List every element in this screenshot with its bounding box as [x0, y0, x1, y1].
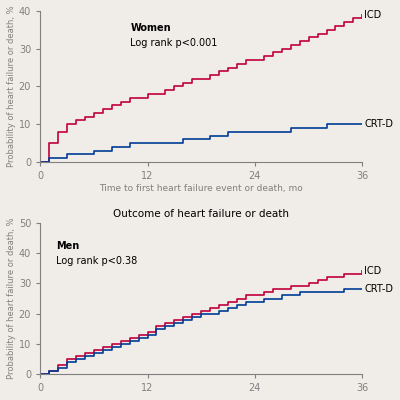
Y-axis label: Probability of heart failure or death, %: Probability of heart failure or death, % [7, 6, 16, 167]
Text: CRT-D: CRT-D [364, 284, 393, 294]
X-axis label: Time to first heart failure event or death, mo: Time to first heart failure event or dea… [99, 184, 303, 193]
Text: Log rank p<0.38: Log rank p<0.38 [56, 256, 138, 266]
Text: CRT-D: CRT-D [364, 119, 393, 129]
Text: Log rank p<0.001: Log rank p<0.001 [130, 38, 218, 48]
Y-axis label: Probability of heart failure or death, %: Probability of heart failure or death, % [7, 218, 16, 379]
Title: Outcome of heart failure or death: Outcome of heart failure or death [113, 210, 289, 220]
Text: ICD: ICD [364, 10, 381, 20]
Text: ICD: ICD [364, 266, 381, 276]
Text: Men: Men [56, 241, 80, 251]
Text: Women: Women [130, 23, 171, 33]
